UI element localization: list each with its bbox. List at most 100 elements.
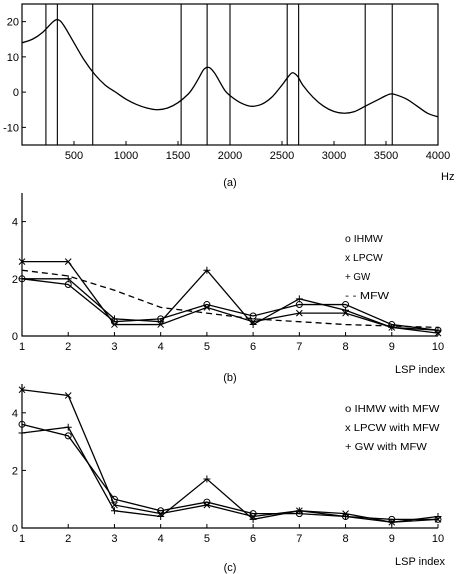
- panel-c-x-axis-label: LSP index: [395, 556, 445, 568]
- panel-c-data-point: [64, 432, 72, 440]
- panel-c-data-point: [64, 392, 72, 399]
- panel-b-data-point: [434, 326, 442, 334]
- panel-b-x-tick-label: 2: [65, 341, 71, 353]
- panel-a-y-ticks: -10 0 10 20: [3, 17, 26, 134]
- panel-c-y-tick-label: 0: [12, 523, 18, 535]
- panel-b-series: [18, 258, 442, 337]
- panel-c-series-line: [21, 389, 439, 523]
- panel-b-x-axis-label: LSP index: [395, 364, 445, 376]
- panel-b-x-tick-label: 10: [432, 341, 444, 353]
- panel-b-x-tick-label: 3: [111, 341, 117, 353]
- panel-c-legend: o IHMW with MFW x LPCW with MFW + GW with …: [345, 403, 440, 453]
- panel-a-x-ticks: 500 1000 1500 2000 2500 3000 3500 4000: [65, 141, 450, 162]
- panel-c-data-point: [157, 512, 165, 520]
- panel-b-y-tick-label: 4: [12, 217, 18, 229]
- panel-c-series: [18, 386, 442, 526]
- panel-c-x-tick-label: 9: [389, 533, 395, 545]
- panel-c-data-point: [18, 386, 26, 394]
- panel-c-x-tick-label: 1: [19, 533, 25, 545]
- panel-b-data-point: [249, 321, 257, 329]
- panel-a-x-tick-label: 3500: [374, 150, 398, 162]
- panel-b-y-tick-label: 2: [12, 274, 18, 286]
- panel-b-data-point: [203, 304, 211, 311]
- panel-a-y-tick-label: -10: [3, 122, 19, 134]
- panel-a-x-axis-label: Hz: [441, 171, 454, 183]
- panel-c-data-point: [64, 423, 72, 431]
- panel-c-series-line: [21, 423, 438, 521]
- panel-c-data-point: [110, 507, 118, 515]
- panel-a-x-tick-label: 4000: [426, 150, 450, 162]
- panel-b-data-point: [157, 318, 165, 326]
- panel-b-x-tick-label: 1: [19, 341, 25, 353]
- panel-b-legend-entry: - - MFW: [345, 290, 389, 302]
- panel-b-data-point: [111, 321, 118, 328]
- panel-c-data-point: [342, 512, 350, 520]
- panel-c-x-tick-label: 4: [158, 533, 164, 545]
- panel-b-series-2: [18, 266, 442, 334]
- panel-b-series-line: [21, 269, 439, 329]
- panel-a-y-tick-label: 20: [7, 17, 19, 29]
- panel-b-data-point: [18, 275, 26, 283]
- panel-a-y-tick-label: 10: [7, 52, 19, 64]
- panel-a-x-tick-label: 2500: [270, 150, 294, 162]
- panel-c-series-0: [18, 420, 442, 523]
- panel-c-x-tick-label: 3: [111, 533, 117, 545]
- panel-b-series-line: [21, 278, 439, 331]
- panel-b-data-point: [64, 258, 72, 265]
- panel-b-x-tick-label: 9: [389, 341, 395, 353]
- panel-b-x-tick-label: 5: [204, 341, 210, 353]
- panel-c-y-tick-label: 4: [12, 408, 18, 420]
- panel-c-x-tick-label: 7: [296, 533, 302, 545]
- panel-c-legend-entry: + GW with MFW: [345, 441, 427, 453]
- panel-b-caption: (b): [223, 372, 236, 384]
- panel-b-series-line: [22, 260, 439, 334]
- panel-b-series-0: [18, 275, 442, 334]
- panel-b-data-point: [64, 275, 72, 283]
- panel-c-data-point: [18, 420, 26, 428]
- panel-a: -10 0 10 20 500 1000 1500 2000 2500 3000 3500 4000…: [3, 3, 454, 189]
- panel-c-y-ticks: 0 2 4: [12, 408, 26, 535]
- panel-a-x-tick-label: 1000: [114, 150, 138, 162]
- panel-b-data-point: [295, 309, 303, 317]
- panel-c-x-tick-label: 10: [432, 533, 444, 545]
- panel-c-x-ticks: 1 2 3 4 5 6 7 8 9 10: [19, 524, 444, 545]
- panel-b-x-tick-label: 8: [342, 341, 348, 353]
- panel-b-legend-entry: o IHMW: [345, 233, 383, 245]
- panel-c-data-point: [18, 429, 26, 437]
- panel-c-x-tick-label: 2: [65, 533, 71, 545]
- panel-b-x-tick-label: 7: [296, 341, 302, 353]
- panel-b-data-point: [110, 315, 118, 323]
- panel-c-data-point: [388, 518, 396, 526]
- panel-b-data-point: [249, 312, 257, 320]
- panel-a-x-tick-label: 2000: [218, 150, 242, 162]
- panel-b-legend: o IHMW x LPCW + GW - - MFW: [345, 233, 389, 302]
- panel-b-x-tick-label: 6: [250, 341, 256, 353]
- panel-c-data-point: [203, 475, 211, 483]
- panel-b-data-point: [203, 266, 211, 274]
- panel-c-x-tick-label: 8: [342, 533, 348, 545]
- panel-b-data-point: [342, 306, 350, 314]
- panel-b-x-tick-label: 4: [158, 341, 164, 353]
- panel-c-series-line: [21, 426, 439, 523]
- panel-c-legend-entry: o IHMW with MFW: [345, 403, 440, 415]
- panel-c-legend-entry: x LPCW with MFW: [345, 422, 440, 434]
- panel-c-caption: (c): [224, 562, 237, 574]
- panel-b-x-ticks: 1 2 3 4 5 6 7 8 9 10: [19, 332, 444, 353]
- panel-b-y-tick-label: 0: [12, 331, 18, 343]
- panel-c-x-tick-label: 6: [250, 533, 256, 545]
- panel-c-data-point: [249, 515, 257, 523]
- panel-a-x-tick-label: 500: [65, 150, 83, 162]
- panel-a-spectrum-curve: [21, 18, 439, 118]
- panel-a-y-tick-label: 0: [13, 87, 19, 99]
- panel-c-x-tick-label: 5: [204, 533, 210, 545]
- panel-c-data-point: [295, 507, 303, 515]
- panel-a-x-tick-label: 1500: [166, 150, 190, 162]
- panel-c-data-point: [434, 512, 442, 520]
- panel-b-series-line: [22, 269, 439, 331]
- panel-c: 0 2 4 1 2 3 4 5 6 7 8 9 10 o IHMW with MFW x LPCW wi…: [12, 384, 445, 574]
- panel-c-series-2: [18, 423, 442, 526]
- panel-b-data-point: [295, 295, 303, 303]
- panel-b-legend-entry: x LPCW: [345, 252, 383, 264]
